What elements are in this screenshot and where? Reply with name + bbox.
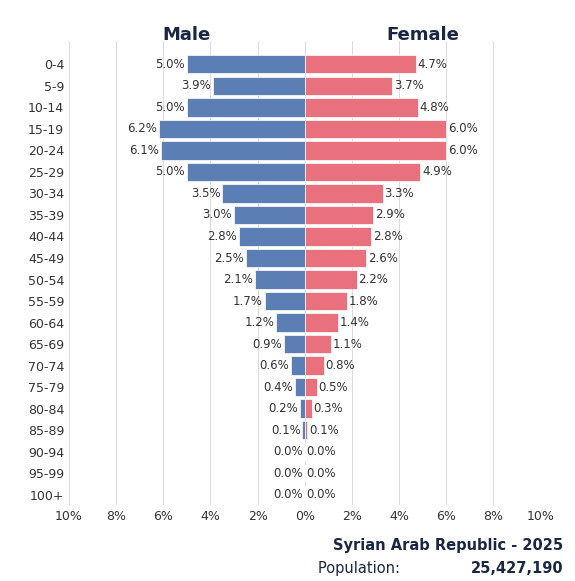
Bar xyxy=(305,313,338,332)
Bar xyxy=(305,120,446,138)
Bar xyxy=(246,249,305,267)
Text: 2.8%: 2.8% xyxy=(207,230,237,243)
Text: 2.1%: 2.1% xyxy=(224,273,254,286)
Bar xyxy=(277,313,305,332)
Bar xyxy=(305,357,324,375)
Bar xyxy=(305,400,312,418)
Bar xyxy=(305,335,331,353)
Bar xyxy=(296,378,305,396)
Bar xyxy=(264,292,305,310)
Bar xyxy=(213,77,305,95)
Bar xyxy=(305,206,373,224)
Text: 2.2%: 2.2% xyxy=(358,273,388,286)
Bar xyxy=(161,141,305,160)
Text: 2.5%: 2.5% xyxy=(214,252,244,264)
Text: 0.0%: 0.0% xyxy=(273,445,303,458)
Text: 6.0%: 6.0% xyxy=(448,144,478,157)
Text: 1.4%: 1.4% xyxy=(340,316,370,329)
Text: 0.0%: 0.0% xyxy=(273,488,303,501)
Text: 4.7%: 4.7% xyxy=(417,58,447,71)
Bar xyxy=(187,163,305,181)
Text: PopulationPyramid.net: PopulationPyramid.net xyxy=(10,549,191,564)
Bar xyxy=(187,55,305,73)
Text: 25,427,190: 25,427,190 xyxy=(471,561,564,576)
Bar xyxy=(283,335,305,353)
Bar xyxy=(305,141,446,160)
Bar xyxy=(234,206,305,224)
Text: 5.0%: 5.0% xyxy=(155,58,185,71)
Text: 3.9%: 3.9% xyxy=(181,80,211,92)
Bar xyxy=(239,227,305,246)
Text: 0.9%: 0.9% xyxy=(252,338,282,350)
Text: Male: Male xyxy=(163,26,211,44)
Bar xyxy=(305,378,317,396)
Text: 3.0%: 3.0% xyxy=(202,209,232,221)
Text: 6.2%: 6.2% xyxy=(127,123,157,135)
Text: 0.0%: 0.0% xyxy=(273,467,303,480)
Bar xyxy=(305,163,420,181)
Text: 0.3%: 0.3% xyxy=(314,402,343,415)
Bar xyxy=(305,98,418,117)
Text: 6.1%: 6.1% xyxy=(129,144,159,157)
Text: Syrian Arab Republic - 2025: Syrian Arab Republic - 2025 xyxy=(334,538,564,553)
Bar xyxy=(305,77,392,95)
Bar xyxy=(305,55,416,73)
Text: 4.9%: 4.9% xyxy=(422,166,452,178)
Bar xyxy=(305,421,307,439)
Text: 0.1%: 0.1% xyxy=(271,424,301,437)
Text: 4.8%: 4.8% xyxy=(420,101,450,114)
Text: 0.0%: 0.0% xyxy=(306,445,336,458)
Text: 1.8%: 1.8% xyxy=(349,295,379,307)
Text: 2.6%: 2.6% xyxy=(368,252,398,264)
Bar xyxy=(305,292,347,310)
Bar xyxy=(302,421,305,439)
Text: 0.6%: 0.6% xyxy=(259,359,289,372)
Bar xyxy=(187,98,305,117)
Text: 2.9%: 2.9% xyxy=(375,209,405,221)
Text: 0.1%: 0.1% xyxy=(309,424,339,437)
Bar xyxy=(305,227,371,246)
Text: 2.8%: 2.8% xyxy=(373,230,402,243)
Text: 0.4%: 0.4% xyxy=(264,381,293,393)
Bar xyxy=(300,400,305,418)
Bar xyxy=(159,120,305,138)
Bar xyxy=(305,184,382,203)
Text: Population:: Population: xyxy=(317,561,404,576)
Text: 6.0%: 6.0% xyxy=(448,123,478,135)
Text: 0.0%: 0.0% xyxy=(306,488,336,501)
Bar xyxy=(305,249,366,267)
Text: 1.2%: 1.2% xyxy=(245,316,275,329)
Text: 3.5%: 3.5% xyxy=(191,187,220,200)
Text: 1.7%: 1.7% xyxy=(233,295,263,307)
Bar xyxy=(290,357,305,375)
Text: 0.0%: 0.0% xyxy=(306,467,336,480)
Text: 0.8%: 0.8% xyxy=(325,359,355,372)
Bar xyxy=(305,270,356,289)
Bar xyxy=(222,184,305,203)
Text: 5.0%: 5.0% xyxy=(155,101,185,114)
Bar xyxy=(255,270,305,289)
Text: Female: Female xyxy=(386,26,459,44)
Text: 5.0%: 5.0% xyxy=(155,166,185,178)
Text: 0.5%: 0.5% xyxy=(319,381,348,393)
Text: 3.7%: 3.7% xyxy=(394,80,424,92)
Text: 1.1%: 1.1% xyxy=(332,338,362,350)
Text: 0.2%: 0.2% xyxy=(269,402,298,415)
Text: 3.3%: 3.3% xyxy=(385,187,414,200)
